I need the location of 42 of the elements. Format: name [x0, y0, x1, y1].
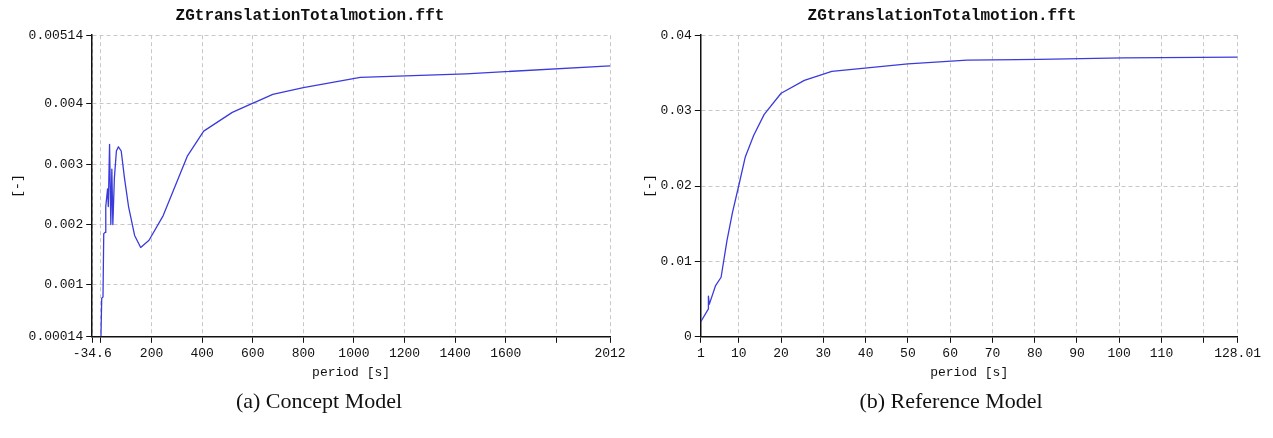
x-tick-label: 1600	[490, 346, 522, 362]
x-tick-label: 30	[815, 346, 832, 362]
x-tick-label: 20	[773, 346, 789, 362]
x-tick-label: 60	[942, 346, 958, 362]
x-axis-title: period [s]	[312, 364, 391, 380]
y-tick-label: 0.00014	[28, 329, 84, 345]
y-tick-label: 0.02	[660, 178, 692, 194]
y-tick-label: 0	[683, 329, 692, 345]
x-tick-label: 110	[1149, 346, 1174, 362]
y-tick-label: 0.001	[44, 277, 84, 293]
chart-title: ZGtranslationTotalmotion.fft	[807, 6, 1077, 25]
x-tick-label: 50	[900, 346, 916, 362]
chart-title: ZGtranslationTotalmotion.fft	[175, 6, 445, 25]
x-tick-label: 90	[1069, 346, 1085, 362]
y-tick-label: 0.04	[660, 27, 692, 43]
x-tick-label: 200	[139, 346, 164, 362]
x-tick-label: 70	[984, 346, 1001, 362]
y-axis-title: [-]	[642, 174, 658, 198]
x-tick-label: 1400	[439, 346, 471, 362]
y-tick-label: 0.01	[660, 253, 692, 269]
x-tick-label: 400	[190, 346, 214, 362]
x-tick-label: 10	[731, 346, 747, 362]
x-axis-title: period [s]	[930, 364, 1009, 380]
y-tick-label: 0.004	[44, 96, 84, 112]
y-tick-label: 0.002	[44, 217, 84, 233]
x-tick-label: 1	[696, 346, 705, 362]
x-tick-label: 800	[291, 346, 316, 362]
x-tick-label: 128.01	[1214, 346, 1262, 362]
y-tick-label: 0.003	[44, 156, 84, 172]
x-tick-label: -34.6	[72, 346, 112, 362]
x-tick-label: 1000	[338, 346, 370, 362]
text: (b) Reference Model	[859, 388, 1043, 414]
x-tick-label: 2012	[594, 346, 626, 362]
x-tick-label: 80	[1026, 346, 1043, 362]
y-axis-title: [-]	[10, 174, 26, 198]
y-tick-label: 0.03	[660, 103, 692, 119]
x-tick-label: 600	[241, 346, 265, 362]
x-tick-label: 40	[857, 346, 874, 362]
y-tick-label: 0.00514	[28, 27, 84, 43]
x-tick-label: 1200	[388, 346, 421, 362]
text: (a) Concept Model	[235, 388, 403, 414]
x-tick-label: 100	[1107, 346, 1131, 362]
